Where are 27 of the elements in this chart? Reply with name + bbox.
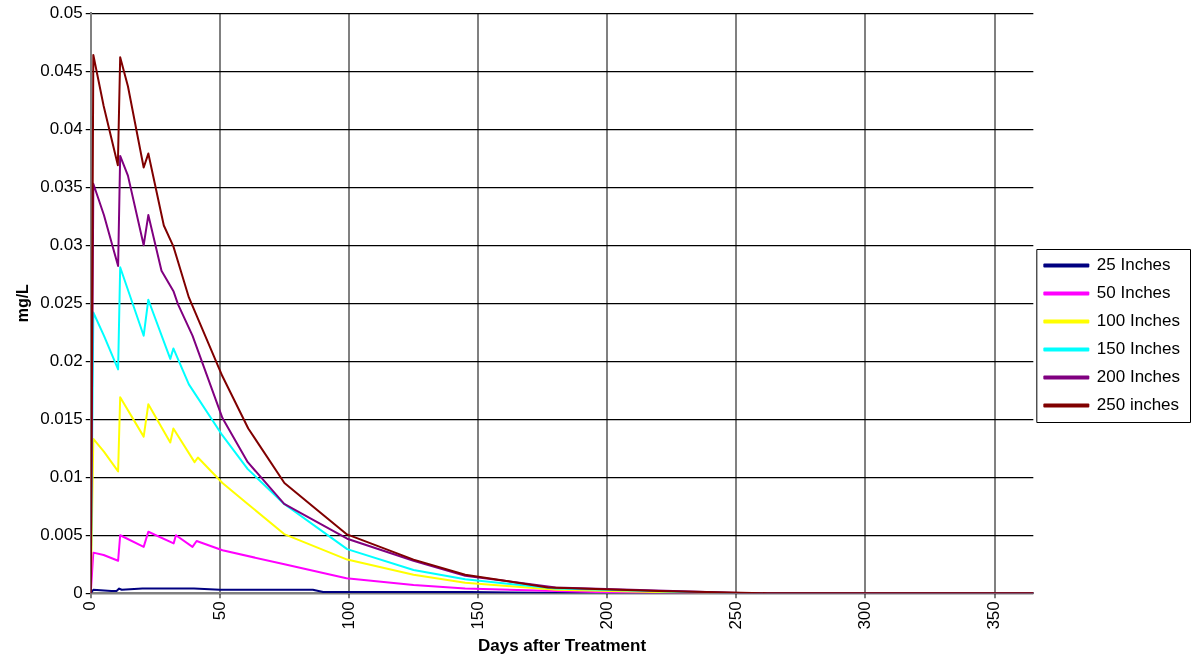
y-tick-label: 0 — [73, 582, 83, 602]
y-tick-label: 0.05 — [49, 2, 83, 22]
x-tick-label: 350 — [984, 601, 1004, 630]
y-tick-label: 0.03 — [49, 234, 83, 254]
legend-label: 150 Inches — [1096, 339, 1181, 359]
x-tick-label: 300 — [855, 601, 875, 630]
y-tick-label: 0.025 — [40, 292, 83, 312]
y-tick-label: 0.045 — [40, 60, 83, 80]
x-axis-title: Days after Treatment — [477, 636, 647, 656]
legend-label: 25 Inches — [1096, 255, 1171, 275]
y-tick-label: 0.01 — [49, 466, 83, 486]
y-tick-label: 0.015 — [40, 408, 83, 428]
y-tick-label: 0.035 — [40, 176, 83, 196]
x-tick-label: 150 — [467, 601, 487, 630]
legend-label: 200 Inches — [1096, 367, 1181, 387]
y-tick-label: 0.02 — [49, 350, 83, 370]
legend-label: 100 Inches — [1096, 311, 1181, 331]
y-tick-label: 0.04 — [49, 118, 83, 138]
x-tick-label: 50 — [209, 601, 229, 621]
x-tick-label: 100 — [338, 601, 358, 630]
legend-label: 250 inches — [1096, 395, 1180, 415]
y-tick-label: 0.005 — [40, 524, 83, 544]
x-tick-label: 0 — [80, 601, 100, 611]
legend-label: 50 Inches — [1096, 283, 1171, 303]
x-tick-label: 250 — [726, 601, 746, 630]
x-tick-label: 200 — [596, 601, 616, 630]
y-axis-title: mg/L — [14, 283, 32, 323]
